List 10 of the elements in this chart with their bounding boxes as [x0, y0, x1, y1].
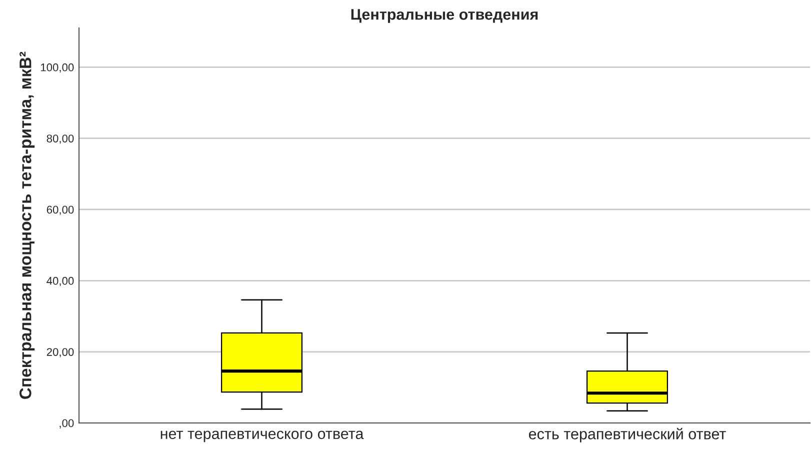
y-axis-title: Спектральная мощность тета-ритма, мкВ² — [20, 52, 35, 399]
x-tick-label: нет терапевтического ответа — [160, 430, 364, 442]
y-tick-label: 60,00 — [46, 206, 74, 215]
y-tick-label: 40,00 — [46, 276, 74, 286]
x-tick-label: есть терапевтический ответ — [528, 428, 726, 442]
y-tick-label: 100,00 — [41, 63, 74, 73]
y-tick-label: 20,00 — [46, 348, 74, 358]
y-tick-label: ,00 — [60, 419, 74, 428]
y-tick-label: 80,00 — [46, 134, 74, 144]
chart-title: Центральные отведения — [351, 9, 538, 23]
